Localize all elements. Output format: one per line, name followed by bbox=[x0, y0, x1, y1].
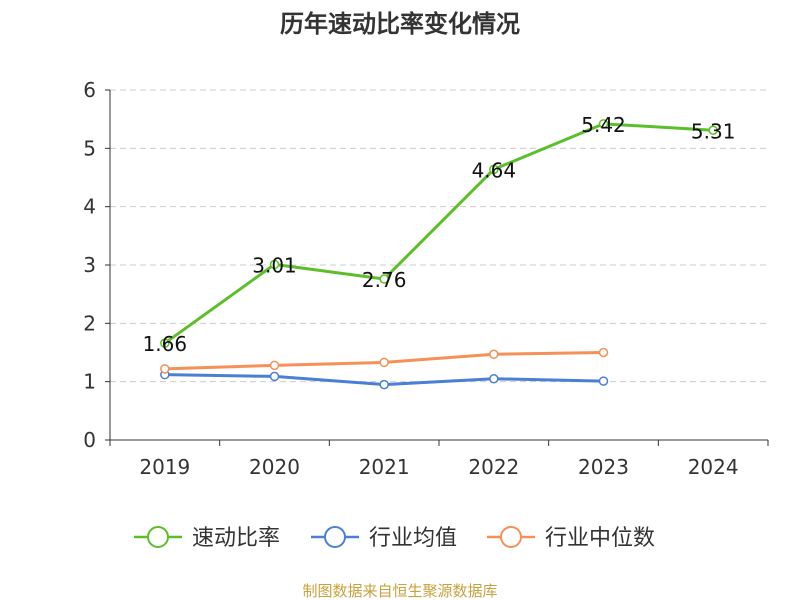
legend: 速动比率 行业均值 行业中位数 bbox=[134, 526, 655, 551]
legend-label: 行业中位数 bbox=[545, 526, 655, 551]
legend-marker-icon bbox=[324, 526, 346, 548]
y-tick-label: 0 bbox=[83, 428, 96, 452]
y-tick-label: 6 bbox=[83, 78, 96, 102]
data-point bbox=[269, 259, 280, 270]
data-point bbox=[379, 379, 389, 390]
series-line-0 bbox=[163, 122, 714, 345]
data-label: 1.66 bbox=[143, 332, 188, 356]
data-point bbox=[160, 364, 170, 374]
source-caption: 制图数据来自恒生聚源数据库 bbox=[302, 582, 497, 600]
data-point bbox=[598, 347, 609, 358]
grid-lines bbox=[110, 89, 768, 383]
data-point bbox=[269, 360, 280, 371]
x-tick-label: 2023 bbox=[578, 455, 629, 479]
data-point bbox=[379, 274, 389, 284]
x-tick-label: 2021 bbox=[359, 455, 410, 479]
legend-item[interactable]: 行业中位数 bbox=[487, 526, 655, 551]
data-point bbox=[489, 374, 499, 384]
legend-label: 行业均值 bbox=[369, 526, 457, 551]
data-point bbox=[160, 338, 170, 348]
data-point bbox=[489, 164, 499, 175]
data-label: 3.01 bbox=[252, 253, 297, 277]
data-label: 5.31 bbox=[691, 119, 736, 143]
y-tick-label: 1 bbox=[83, 370, 96, 394]
data-point bbox=[598, 376, 609, 386]
data-point bbox=[708, 125, 718, 135]
series-layer bbox=[160, 119, 718, 390]
x-tick-label: 2024 bbox=[688, 455, 739, 479]
legend-item[interactable]: 行业均值 bbox=[311, 526, 457, 551]
x-tick-label: 2019 bbox=[139, 455, 190, 479]
axes: 0 1 2 3 4 5 6 2019 2020 2021 2022 2023 2024 bbox=[83, 78, 769, 479]
x-tick-label: 2022 bbox=[468, 455, 519, 479]
y-tick-label: 2 bbox=[83, 311, 96, 335]
data-label: 5.42 bbox=[581, 113, 626, 137]
data-point bbox=[379, 357, 389, 368]
data-point bbox=[489, 349, 499, 359]
y-tick-label: 4 bbox=[83, 195, 96, 219]
legend-marker-icon bbox=[147, 526, 169, 548]
data-label: 4.64 bbox=[472, 158, 517, 182]
y-tick-label: 5 bbox=[83, 136, 96, 160]
y-tick-label: 3 bbox=[83, 253, 96, 277]
data-point bbox=[598, 119, 609, 129]
x-tick-label: 2020 bbox=[249, 455, 300, 479]
data-point bbox=[269, 371, 280, 382]
legend-item[interactable]: 速动比率 bbox=[134, 526, 280, 551]
data-label: 2.76 bbox=[362, 268, 407, 292]
chart-title: 历年速动比率变化情况 bbox=[280, 10, 520, 38]
data-labels: 1.66 3.01 2.76 4.64 5.42 5.31 bbox=[143, 113, 736, 356]
legend-label: 速动比率 bbox=[192, 526, 280, 551]
legend-marker-icon bbox=[500, 526, 522, 548]
